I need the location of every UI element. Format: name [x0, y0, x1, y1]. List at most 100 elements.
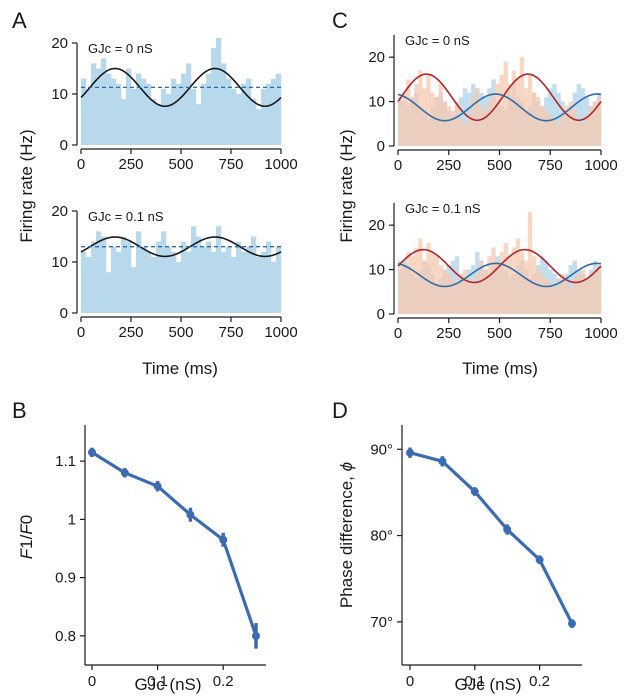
- hist-orange-bar: [596, 97, 602, 146]
- x-tick-label: 0: [394, 325, 402, 342]
- hist-orange-bar: [450, 278, 456, 314]
- hist-orange-bar: [507, 83, 512, 146]
- chart-D: 0 0.1 0.2 70° 80° 90°: [370, 425, 582, 690]
- hist-orange-bar: [442, 101, 448, 146]
- x-tick-label: 0: [88, 673, 96, 690]
- hist-orange-bar: [398, 101, 403, 146]
- x-tick-label: 0: [406, 673, 414, 690]
- hist-orange-bar: [442, 269, 448, 314]
- hist-orange-bar: [560, 274, 565, 314]
- panel-a-ylabel: Firing rate (Hz): [17, 129, 36, 242]
- hist-bar: [231, 256, 237, 313]
- y-tick-label: 80°: [370, 528, 393, 545]
- hist-bar: [236, 94, 242, 145]
- hist-bar: [266, 83, 272, 145]
- hist-bar: [106, 73, 112, 145]
- hist-orange-bar: [556, 123, 561, 146]
- data-point: [88, 448, 96, 457]
- data-point: [120, 468, 129, 477]
- x-tick-label: 1000: [584, 157, 617, 174]
- hist-bar: [211, 48, 217, 145]
- hist-orange-bar: [588, 106, 594, 146]
- hist-orange-bar: [422, 88, 427, 146]
- hist-orange-bar: [402, 265, 407, 314]
- hist-bar: [201, 246, 207, 313]
- x-tick-label: 500: [487, 157, 512, 174]
- panel-letter-d: D: [332, 398, 348, 423]
- hist-bar: [221, 251, 227, 313]
- hist-bar: [86, 88, 92, 145]
- x-tick-label: 750: [538, 157, 563, 174]
- hist-bar: [251, 236, 257, 313]
- hist-bar: [136, 73, 142, 145]
- hist-bar: [186, 63, 192, 145]
- hist-bar: [271, 262, 277, 313]
- y-tick-label: 0.9: [55, 570, 76, 587]
- data-point: [219, 535, 228, 544]
- panel-d-xlabel: GJc (nS): [454, 675, 521, 694]
- data-point: [153, 482, 162, 491]
- hist-bar: [166, 246, 172, 313]
- hist-blue-bar: [556, 92, 561, 146]
- y-tick-label: 10: [368, 262, 385, 279]
- hist-orange-bar: [580, 123, 586, 146]
- data-line: [409, 451, 574, 625]
- hist-bar: [116, 251, 122, 313]
- x-tick-label: 250: [118, 156, 143, 173]
- hist-orange-bar: [544, 110, 549, 146]
- hist-bar: [101, 236, 107, 313]
- sine-curve-blue: [397, 262, 602, 288]
- hist-orange-bar: [410, 97, 415, 146]
- hist-orange-bar: [483, 269, 488, 314]
- hist-bar: [116, 83, 122, 145]
- panel-b-xlabel: GJc (nS): [134, 675, 201, 694]
- hist-orange-bar: [507, 256, 512, 314]
- hist-orange-bar: [556, 278, 561, 314]
- hist-orange-bar: [454, 101, 460, 146]
- hist-orange-bar: [475, 274, 480, 314]
- panel-d-ylabel-text: Phase difference,: [337, 471, 356, 608]
- sine-curve-blue: [397, 93, 602, 122]
- hist-orange-bar: [527, 74, 533, 146]
- gjc-annotation: GJc = 0 nS: [405, 33, 470, 48]
- hist-bar: [96, 231, 102, 313]
- panel-a-xlabel: Time (ms): [142, 359, 218, 378]
- hist-orange-bar: [548, 282, 553, 314]
- hist-bar: [186, 251, 192, 313]
- x-tick-label: 1000: [584, 325, 617, 342]
- y-tick-label: 10: [51, 86, 68, 103]
- hist-orange-bar: [540, 274, 545, 314]
- hist-orange-bar: [462, 269, 468, 314]
- y-tick-label: 0: [60, 305, 68, 322]
- y-tick-label: 0: [377, 306, 385, 323]
- y-tick-label: 20: [368, 49, 385, 66]
- hist-bar: [126, 68, 132, 145]
- hist-orange-bar: [495, 83, 500, 146]
- hist-orange-bar: [446, 106, 452, 146]
- hist-orange-bar: [426, 242, 431, 314]
- panel-c-xlabel: Time (ms): [462, 359, 538, 378]
- hist-bar: [96, 68, 102, 145]
- hist-bar: [86, 256, 92, 313]
- hist-orange-bar: [564, 282, 569, 314]
- data-point: [406, 448, 414, 457]
- hist-bar: [241, 251, 247, 313]
- hist-bar: [111, 246, 117, 313]
- hist-bar: [91, 241, 97, 313]
- x-tick-label: 0.1: [147, 673, 168, 690]
- x-tick-label: 0: [394, 157, 402, 174]
- panel-letter-b: B: [12, 398, 27, 423]
- hist-orange-bar: [475, 88, 480, 146]
- hist-bar: [246, 246, 252, 313]
- hist-orange-bar: [462, 123, 468, 146]
- hist-bar: [216, 226, 222, 313]
- hist-orange-bar: [438, 83, 443, 146]
- hist-orange-bar: [479, 106, 484, 146]
- hist-orange-bar: [576, 274, 581, 314]
- data-point: [438, 457, 447, 466]
- gjc-annotation: GJc = 0.1 nS: [405, 201, 481, 216]
- gjc-annotation: GJc = 0 nS: [88, 41, 153, 56]
- hist-orange-bar: [487, 256, 492, 314]
- chart-C-top: 0 250 500 750 1000 0 10 20 GJc = 0 nS: [368, 33, 617, 174]
- hist-orange-bar: [511, 247, 517, 314]
